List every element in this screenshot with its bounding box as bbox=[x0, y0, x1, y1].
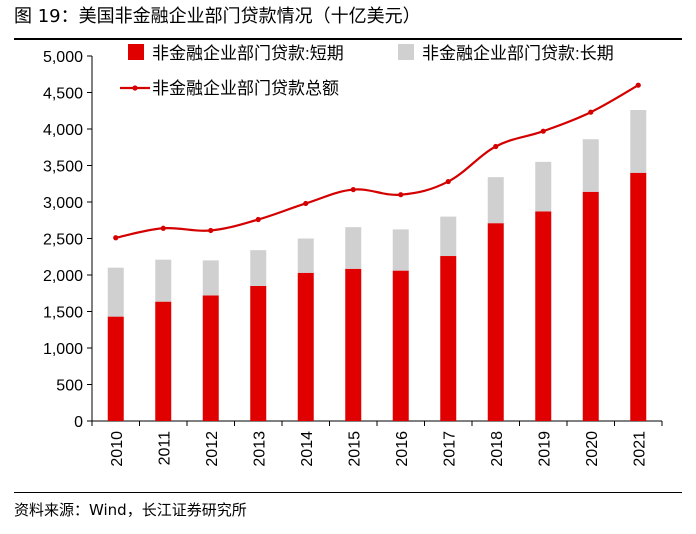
legend-marker-total bbox=[132, 85, 138, 91]
total-line-path bbox=[115, 84, 639, 239]
bar-short-term bbox=[582, 191, 599, 421]
x-tick-label: 2016 bbox=[394, 431, 411, 467]
y-tick-label: 3,000 bbox=[43, 195, 83, 212]
x-tick-label: 2015 bbox=[346, 431, 363, 467]
x-tick-label: 2010 bbox=[109, 431, 126, 467]
y-tick-label: 1,000 bbox=[43, 341, 83, 358]
x-tick-label: 2021 bbox=[631, 431, 648, 467]
y-tick-label: 1,500 bbox=[43, 305, 83, 322]
total-line-point bbox=[255, 216, 261, 223]
bar-short-term bbox=[297, 272, 314, 421]
bar-short-term bbox=[250, 285, 267, 421]
bar-long-term bbox=[297, 238, 314, 273]
y-tick-label: 2,500 bbox=[43, 232, 83, 249]
total-line-point bbox=[445, 178, 451, 185]
legend-swatch-short-term bbox=[128, 44, 144, 60]
bar-short-term bbox=[202, 295, 219, 421]
x-tick-label: 2020 bbox=[584, 431, 601, 467]
bars bbox=[107, 110, 647, 421]
y-tick-label: 4,500 bbox=[43, 86, 83, 103]
bar-long-term bbox=[250, 250, 267, 286]
bar-long-term bbox=[345, 227, 362, 269]
x-tick-label: 2018 bbox=[489, 431, 506, 467]
bar-long-term bbox=[440, 216, 457, 257]
bar-short-term bbox=[487, 223, 504, 421]
bar-long-term bbox=[392, 229, 409, 271]
x-tick-label: 2013 bbox=[251, 431, 268, 467]
total-line-point bbox=[635, 82, 641, 88]
total-line-point bbox=[588, 109, 594, 115]
total-line-point bbox=[113, 235, 119, 241]
legend-label-short-term: 非金融企业部门贷款:短期 bbox=[152, 44, 344, 63]
total-line-point bbox=[493, 143, 499, 150]
legend-label-total: 非金融企业部门贷款总额 bbox=[152, 79, 339, 98]
figure-title: 图 19：美国非金融企业部门贷款情况（十亿美元） bbox=[14, 6, 421, 27]
bar-long-term bbox=[202, 260, 219, 296]
total-line-point bbox=[398, 192, 404, 198]
total-line bbox=[113, 82, 641, 241]
y-tick-label: 4,000 bbox=[43, 122, 83, 139]
x-tick-label: 2011 bbox=[156, 431, 173, 466]
total-line-point bbox=[303, 200, 309, 207]
bar-short-term bbox=[630, 172, 647, 421]
bar-short-term bbox=[440, 256, 457, 421]
title-rule bbox=[14, 38, 682, 40]
footer-rule bbox=[14, 492, 682, 493]
x-tick-label: 2017 bbox=[441, 431, 458, 467]
bar-short-term bbox=[392, 270, 409, 421]
y-tick-label: 500 bbox=[56, 378, 83, 395]
y-tick-label: 3,500 bbox=[43, 159, 83, 176]
total-line-point bbox=[540, 128, 546, 134]
bar-short-term bbox=[345, 268, 362, 421]
total-line-point bbox=[208, 227, 214, 234]
total-line-point bbox=[160, 225, 166, 231]
bar-long-term bbox=[535, 161, 552, 212]
legend-swatch-long-term bbox=[398, 44, 414, 60]
x-tick-label: 2019 bbox=[536, 431, 553, 467]
bar-long-term bbox=[630, 110, 647, 173]
bar-short-term bbox=[535, 211, 552, 421]
legend-label-long-term: 非金融企业部门贷款:长期 bbox=[422, 44, 614, 63]
y-tick-label: 0 bbox=[74, 414, 83, 431]
bar-short-term bbox=[107, 316, 124, 421]
bar-long-term bbox=[107, 267, 124, 317]
y-tick-label: 5,000 bbox=[43, 49, 83, 66]
y-tick-label: 2,000 bbox=[43, 268, 83, 285]
x-tick-label: 2012 bbox=[204, 431, 221, 467]
total-line-point bbox=[350, 186, 356, 193]
bar-long-term bbox=[155, 259, 172, 302]
tick-labels: 5,000 4,500 4,000 3,500 3,000 2,500 2,000 1,500… bbox=[43, 49, 648, 467]
axes bbox=[87, 55, 663, 426]
bar-short-term bbox=[155, 301, 172, 421]
x-tick-label: 2014 bbox=[299, 431, 316, 467]
bar-long-term bbox=[487, 177, 504, 224]
bar-long-term bbox=[582, 139, 599, 192]
source-note: 资料来源：Wind，长江证券研究所 bbox=[14, 501, 247, 519]
